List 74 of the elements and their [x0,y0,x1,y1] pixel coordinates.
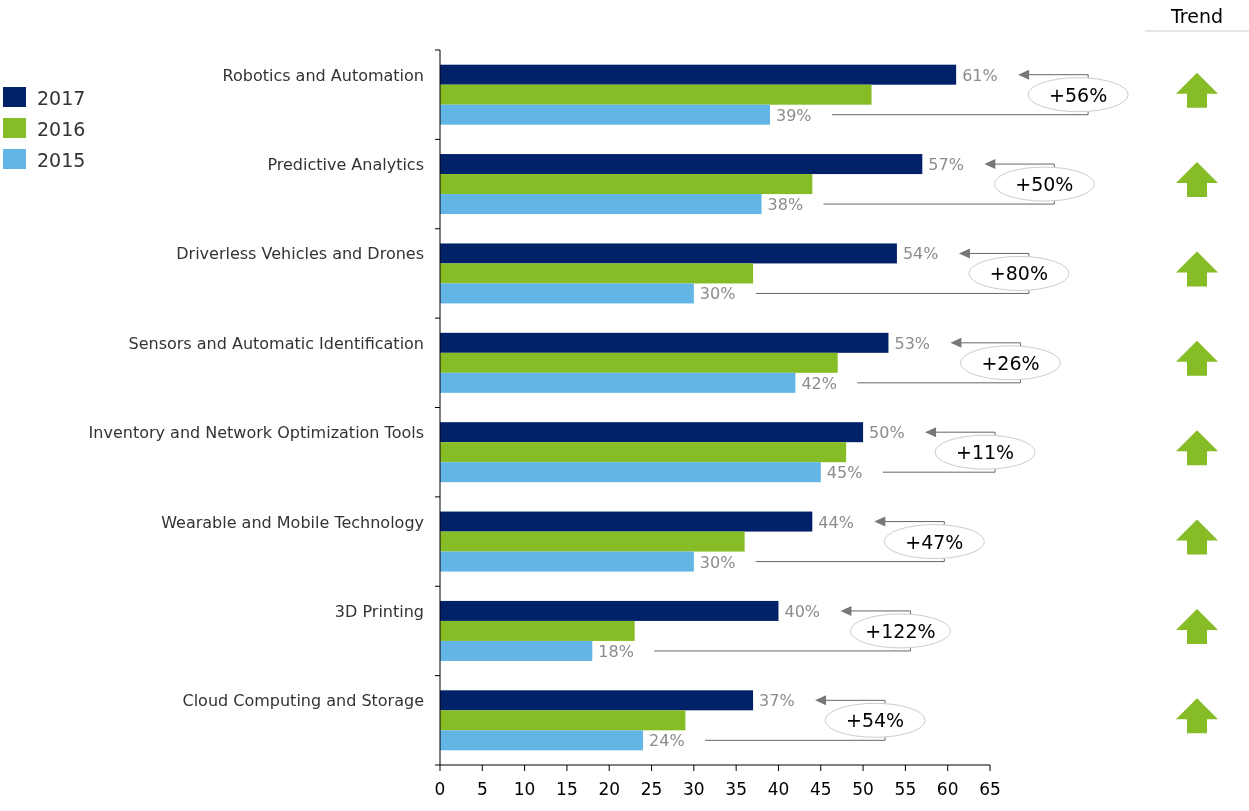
bar [440,730,644,751]
bar [440,84,872,105]
x-tick-label: 40 [767,779,790,799]
x-tick-label: 60 [936,779,959,799]
x-tick-label: 25 [640,779,663,799]
y-tick-label: Predictive Analytics [267,155,424,175]
bar [440,352,838,373]
data-label: 42% [801,373,837,393]
bar [440,174,813,195]
data-label: 30% [699,284,736,304]
y-tick-label: Robotics and Automation [222,65,424,85]
y-tick-label: Driverless Vehicles and Drones [176,244,424,264]
legend-label: 2016 [37,118,86,140]
annotation: +47% [905,530,964,553]
bar [440,690,754,711]
x-tick-label: 35 [725,779,747,799]
bar [440,462,821,483]
data-label: 18% [598,641,634,661]
bar [440,422,864,443]
bar [440,710,686,731]
annotation: +11% [956,441,1015,464]
y-tick-label: Sensors and Automatic Identification [128,333,424,353]
legend-label: 2015 [37,149,86,171]
data-label: 30% [699,552,736,572]
x-tick-label: 55 [894,779,917,799]
annotation: +122% [865,619,936,642]
data-label: 53% [894,333,931,353]
bar [440,154,923,175]
data-label: 50% [869,423,905,443]
x-tick-label: 0 [434,779,446,799]
y-tick-label: Inventory and Network Optimization Tools [88,423,424,443]
data-label: 24% [649,731,685,751]
x-tick-label: 5 [476,779,488,799]
x-tick-label: 15 [556,779,578,799]
bar [440,64,957,85]
text: +56% [1049,83,1108,106]
bar [440,531,745,552]
bar [440,442,847,463]
x-tick-label: 50 [852,779,874,799]
bar [440,243,897,264]
legend-label: 2017 [37,87,86,109]
annotation: +54% [846,709,905,732]
x-tick-label: 45 [809,779,832,799]
data-label: 44% [818,512,854,532]
bar [440,263,754,284]
bar [440,104,770,125]
data-label: 38% [767,195,804,215]
data-label: 57% [928,155,964,175]
bar [440,551,694,572]
bar [440,600,779,621]
x-tick-label: 20 [598,779,621,799]
y-tick-label: Cloud Computing and Storage [182,691,424,711]
bar [440,283,694,304]
annotation: +80% [989,262,1048,285]
data-label: 40% [784,601,821,621]
annotation: +26% [981,351,1040,374]
data-label: 37% [759,691,795,711]
text: +50% [1015,173,1074,196]
bar [440,194,762,215]
x-tick-label: 65 [979,779,1001,799]
data-label: 45% [826,463,863,483]
bar [440,332,889,353]
bar [440,511,813,532]
x-tick-label: 30 [683,779,705,799]
x-tick-label: 10 [513,779,536,799]
bar [440,620,635,641]
bar [440,640,593,661]
data-label: 54% [902,244,939,264]
bar [440,372,796,393]
text: Trend [1170,5,1223,27]
y-tick-label: Wearable and Mobile Technology [161,512,424,532]
data-label: 61% [962,65,998,85]
y-tick-label: 3D Printing [334,601,424,621]
data-label: 39% [776,105,812,125]
